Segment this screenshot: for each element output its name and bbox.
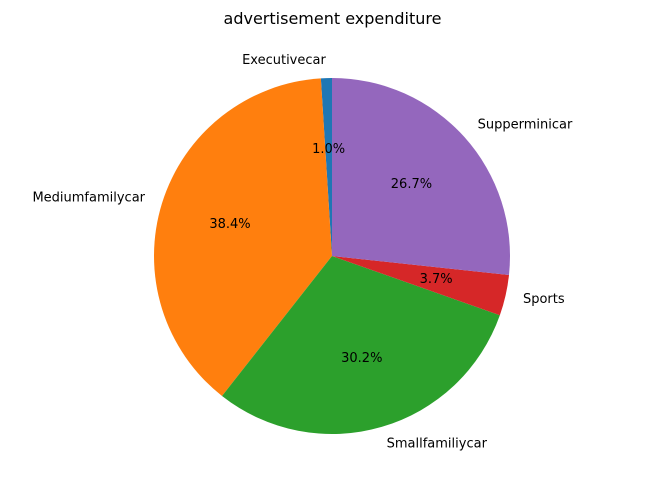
slice-label-supperminicar: Supperminicar [478,118,573,133]
slice-label-sports: Sports [523,292,565,307]
chart-title: advertisement expenditure [223,9,442,28]
pie-slice-smallfamiliycar [222,256,500,434]
slice-percent-sports: 3.7% [420,272,453,287]
slice-label-smallfamiliycar: Smallfamiliycar [387,437,488,452]
pie-labels: Executivecar 1.0% Mediumfamilycar 38.4% Smal… [32,53,573,452]
slice-label-mediumfamilycar: Mediumfamilycar [32,190,145,205]
slice-label-executivecar: Executivecar [242,53,326,68]
slice-percent-mediumfamilycar: 38.4% [209,217,250,232]
slice-percent-executivecar: 1.0% [312,142,345,157]
pie-slice-sports [332,256,509,316]
pie-slice-supperminicar [332,78,510,275]
slice-percent-smallfamiliycar: 30.2% [341,351,382,366]
pie-slice-mediumfamilycar [154,78,332,396]
slice-percent-supperminicar: 26.7% [391,177,432,192]
pie-slices [154,78,510,434]
pie-slice-executivecar [320,78,332,256]
